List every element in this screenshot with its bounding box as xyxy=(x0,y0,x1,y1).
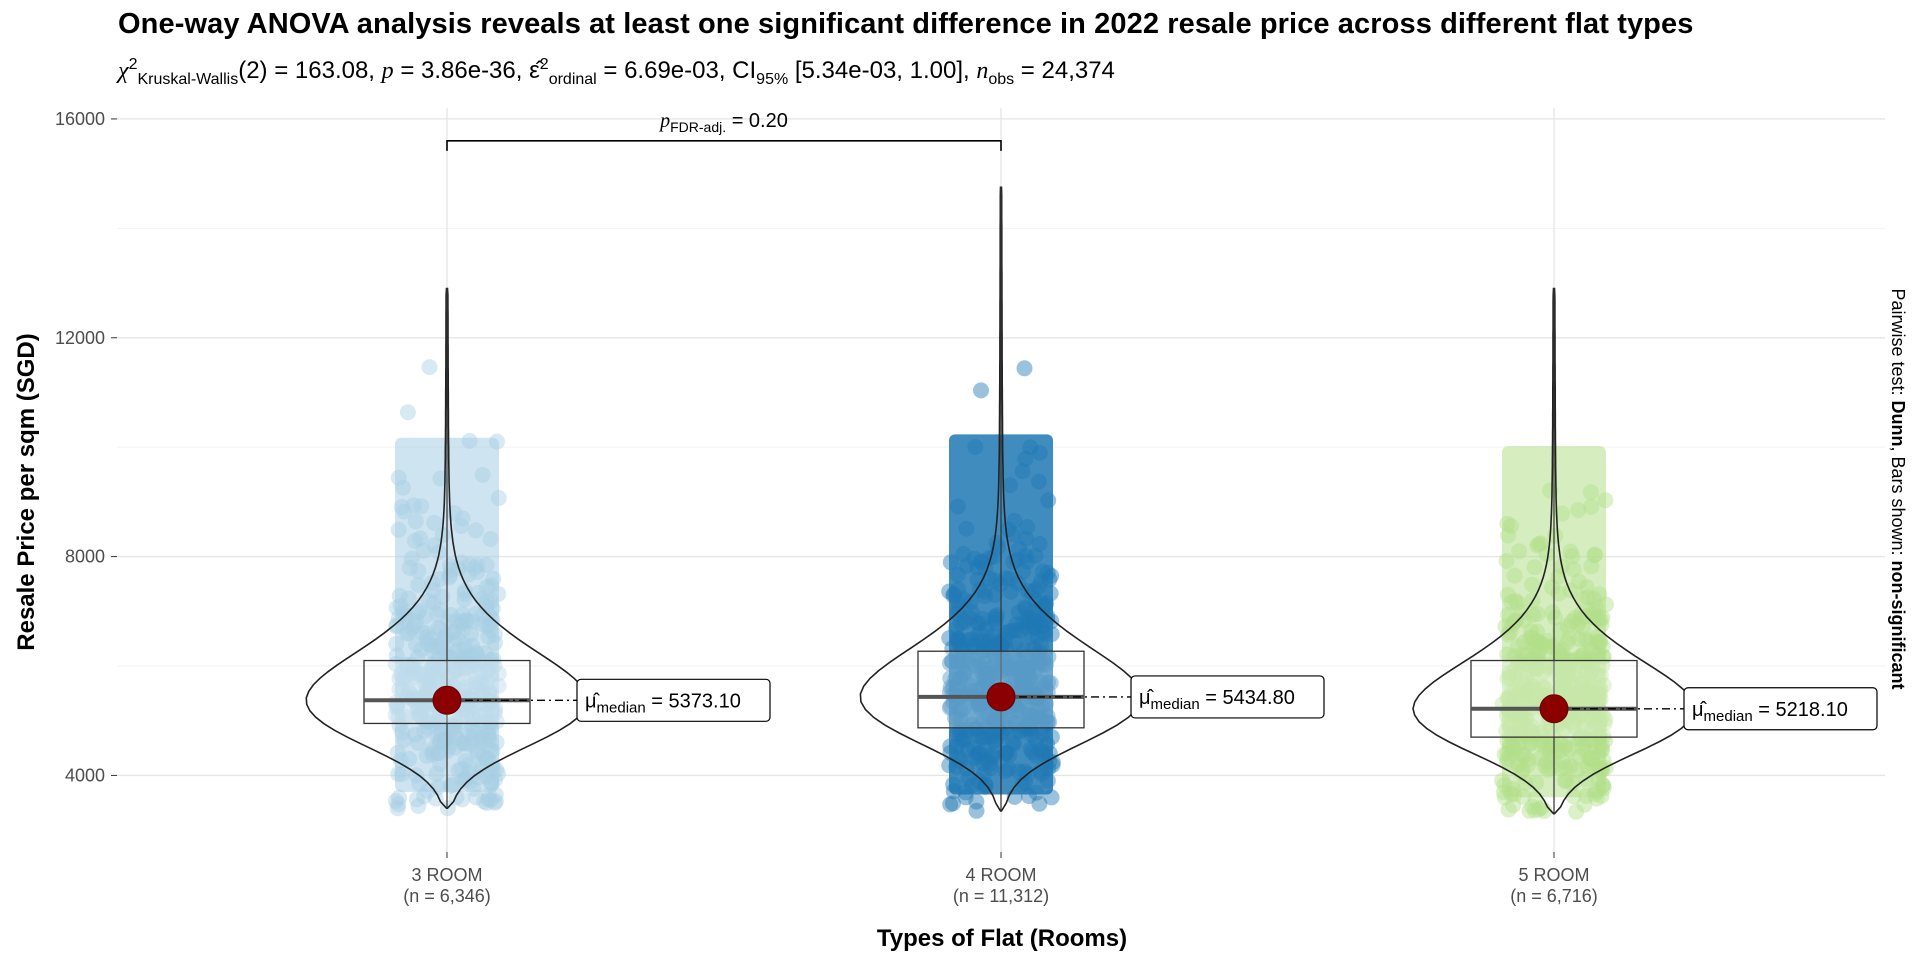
scatter-point xyxy=(410,798,427,814)
scatter-point xyxy=(391,789,408,806)
scatter-point xyxy=(480,791,497,807)
x-tick-label: 5 ROOM xyxy=(1518,865,1589,885)
scatter-point xyxy=(1505,797,1522,814)
median-label-text: μ̂median = 5218.10 xyxy=(1692,699,1848,725)
scatter-point xyxy=(408,791,425,808)
scatter-point xyxy=(942,796,959,813)
scatter-point xyxy=(399,404,416,421)
median-label-box xyxy=(1130,675,1325,719)
scatter-point xyxy=(968,802,985,819)
x-tick-label: 3 ROOM xyxy=(411,865,482,885)
bracket-label: pFDR-adj. = 0.20 xyxy=(658,110,788,135)
scatter-point xyxy=(478,795,495,811)
x-axis-title: Types of Flat (Rooms) xyxy=(877,925,1127,952)
scatter-point xyxy=(416,788,433,805)
median-label-box xyxy=(576,678,771,722)
bracket-line xyxy=(446,140,1002,151)
median-point xyxy=(1539,694,1569,724)
y-tick-label: 8000 xyxy=(65,547,105,567)
median-label-box xyxy=(1683,687,1878,731)
scatter-point xyxy=(1524,798,1541,815)
median-points xyxy=(432,682,1684,724)
scatter-point xyxy=(387,793,404,809)
median-point xyxy=(432,685,462,715)
violin-outline xyxy=(1412,287,1696,815)
median-label-text: μ̂median = 5373.10 xyxy=(585,690,741,716)
violins xyxy=(305,186,1696,815)
scatter-point xyxy=(1576,796,1593,813)
scatter-point xyxy=(1500,801,1517,818)
x-tick-count: (n = 6,716) xyxy=(1510,886,1598,906)
scatter-point xyxy=(1526,802,1543,819)
scatter-point xyxy=(482,792,499,809)
scatter-point xyxy=(448,789,465,806)
scatter-point xyxy=(454,791,471,808)
axes: 4000 8000 12000 16000 3 ROOM(n = 6,346) 4 ROO… xyxy=(55,109,1598,906)
pairwise-bracket: pFDR-adj. = 0.20 xyxy=(446,110,1002,151)
x-tick-count: (n = 11,312) xyxy=(953,886,1049,906)
scatter-point xyxy=(476,793,492,810)
y-tick-label: 4000 xyxy=(65,765,105,785)
scatter-point xyxy=(390,796,407,813)
chart-title: One-way ANOVA analysis reveals at least … xyxy=(118,8,1694,40)
y-tick-label: 12000 xyxy=(55,328,105,348)
scatter-point xyxy=(945,795,961,812)
y-tick-label: 16000 xyxy=(55,109,105,129)
violin-outline xyxy=(859,186,1143,812)
scatter-point xyxy=(427,790,444,807)
scatter-point xyxy=(968,793,985,810)
median-point xyxy=(986,682,1016,712)
chart-subtitle: χ2Kruskal-Wallis(2) = 163.08, p = 3.86e-… xyxy=(118,56,1115,88)
scatter-point xyxy=(487,793,504,810)
pairwise-caption: Pairwise test: Dunn, Bars shown: non-sig… xyxy=(1888,288,1908,689)
scatter-point xyxy=(1016,360,1033,377)
x-tick-label: 4 ROOM xyxy=(965,865,1036,885)
scatter-point xyxy=(486,794,503,811)
x-tick-count: (n = 6,346) xyxy=(403,886,491,906)
scatter-point xyxy=(1530,801,1547,818)
scatter-point xyxy=(1568,803,1585,820)
scatter-point xyxy=(1031,795,1048,812)
scatter-point xyxy=(468,789,484,806)
scatter-point xyxy=(973,382,989,399)
median-labels: μ̂median = 5373.10 μ̂median = 5434.80μ̂me… xyxy=(576,675,1878,731)
scatter-point xyxy=(1521,802,1538,819)
scatter-point xyxy=(421,359,438,376)
violin-outline xyxy=(305,287,589,810)
box-plots xyxy=(363,187,1638,814)
scatter-point xyxy=(389,800,406,817)
y-axis-title: Resale Price per sqm (SGD) xyxy=(13,333,40,650)
